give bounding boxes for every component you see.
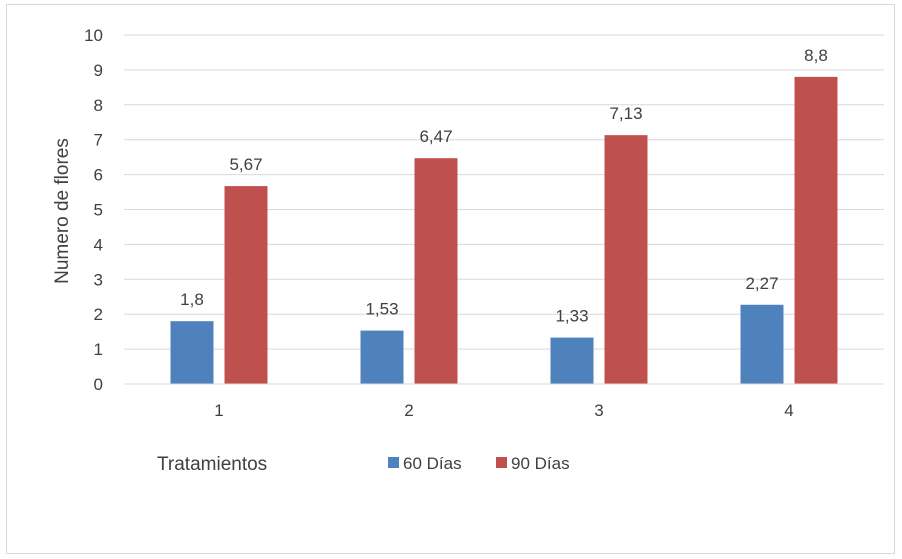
legend-swatch-90-dias [496, 457, 507, 468]
y-tick-label: 10 [84, 26, 103, 45]
bar-90-dias [414, 158, 458, 384]
y-axis-tick-labels: 0 1 2 3 4 5 6 7 8 9 10 [84, 26, 103, 394]
bar-90-dias [604, 135, 648, 384]
x-tick-label: 2 [404, 401, 413, 420]
bar-60-dias [170, 321, 214, 384]
bar-60-dias [550, 337, 594, 384]
bar-60-dias [740, 304, 784, 384]
data-label: 8,8 [804, 46, 828, 65]
bar-60-dias [360, 330, 404, 384]
legend-label-90-dias: 90 Días [511, 454, 570, 473]
x-tick-label: 3 [594, 401, 603, 420]
y-tick-label: 7 [94, 131, 103, 150]
data-label: 1,53 [365, 300, 398, 319]
y-tick-label: 3 [94, 270, 103, 289]
x-tick-label: 4 [784, 401, 793, 420]
x-tick-label: 1 [214, 401, 223, 420]
bar-90-dias [794, 76, 838, 384]
data-label: 1,8 [180, 290, 204, 309]
y-tick-label: 9 [94, 61, 103, 80]
y-axis-title: Numero de flores [52, 138, 73, 284]
data-label: 2,27 [745, 274, 778, 293]
data-label: 5,67 [229, 155, 262, 174]
data-label: 1,33 [555, 307, 588, 326]
legend-label-60-dias: 60 Días [403, 454, 462, 473]
bars [170, 76, 838, 384]
x-axis-title: Tratamientos [157, 454, 267, 475]
y-tick-label: 0 [94, 375, 103, 394]
x-axis-tick-labels: 1 2 3 4 [214, 401, 793, 420]
data-label: 7,13 [609, 104, 642, 123]
data-label: 6,47 [419, 127, 452, 146]
y-tick-label: 4 [94, 235, 103, 254]
y-tick-label: 1 [94, 340, 103, 359]
y-tick-label: 5 [94, 201, 103, 220]
bar-90-dias [224, 186, 268, 384]
legend-swatch-60-dias [388, 457, 399, 468]
y-tick-label: 6 [94, 166, 103, 185]
data-labels: 1,8 5,67 1,53 6,47 1,33 7,13 2,27 8,8 [180, 46, 828, 326]
y-tick-label: 8 [94, 96, 103, 115]
y-tick-label: 2 [94, 305, 103, 324]
legend: 60 Días 90 Días [388, 454, 570, 473]
